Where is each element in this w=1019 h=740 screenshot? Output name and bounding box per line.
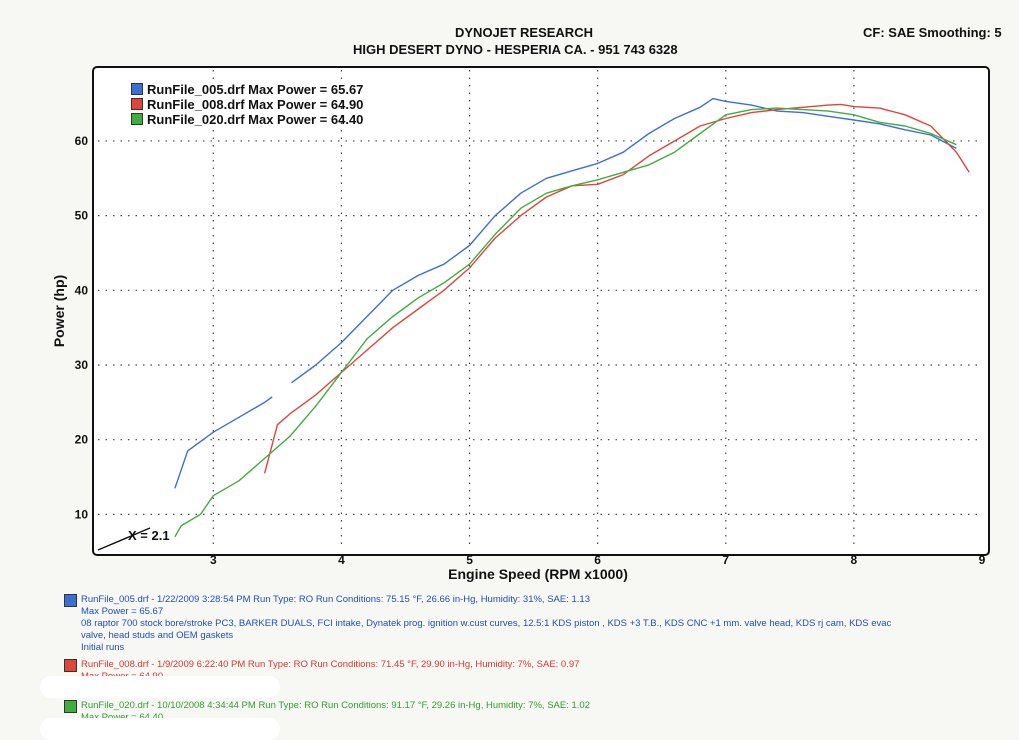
smudge-mark <box>270 378 294 402</box>
run-info-005-line1: RunFile_005.drf - 1/22/2009 3:28:54 PM R… <box>81 594 590 605</box>
x-tick-label: 8 <box>851 553 858 567</box>
series-lines <box>174 97 970 538</box>
x-tick-label: 6 <box>594 553 601 567</box>
x-tick-label: 5 <box>466 553 473 567</box>
chart-header-settings: CF: SAE Smoothing: 5 <box>863 25 1002 40</box>
legend-label-run-020: RunFile_020.drf Max Power = 64.40 <box>147 112 364 127</box>
x-marker-label: X = 2.1 <box>128 528 170 543</box>
series-line-1 <box>263 103 970 474</box>
y-axis-label: Power (hp) <box>51 275 67 347</box>
run-info-005-line4: valve, head studs and OEM gaskets <box>81 630 234 641</box>
legend-swatch-run-008 <box>131 98 143 110</box>
legend-swatch-run-020 <box>131 113 143 125</box>
y-tick-label: 30 <box>75 358 89 372</box>
x-axis-ticks: 3 4 5 6 7 8 9 <box>210 553 986 567</box>
chart-header-shop: HIGH DESERT DYNO - HESPERIA CA. - 951 74… <box>353 42 678 57</box>
run-info-swatch-005 <box>64 594 77 607</box>
run-info-008-line1: RunFile_008.drf - 1/9/2009 6:22:40 PM Ru… <box>81 659 580 670</box>
y-tick-label: 50 <box>75 209 89 223</box>
run-info-005-line5: Initial runs <box>81 642 125 653</box>
legend-label-run-008: RunFile_008.drf Max Power = 64.90 <box>147 97 364 112</box>
run-info-005-line3: 08 raptor 700 stock bore/stroke PC3, BAR… <box>81 618 892 629</box>
grid <box>98 70 982 548</box>
smudge-mark <box>394 374 407 387</box>
series-line-2 <box>174 107 957 538</box>
y-tick-label: 20 <box>75 433 89 447</box>
run-info-005-line2: Max Power = 65.67 <box>81 606 164 617</box>
x-axis-label: Engine Speed (RPM x1000) <box>448 566 628 582</box>
run-info-020-line1: RunFile_020.drf - 10/10/2008 4:34:44 PM … <box>81 700 590 711</box>
x-tick-label: 9 <box>979 553 986 567</box>
x-tick-label: 7 <box>722 553 729 567</box>
series-line-0 <box>174 97 957 489</box>
run-info-swatch-020 <box>64 700 77 713</box>
x-marker-line <box>97 527 151 551</box>
dyno-chart: 3 4 5 6 7 8 9 10 20 30 40 50 60 X = 2.1 Engine Spee… <box>51 66 990 582</box>
run-info-020-line2: Max Power = 64.40 <box>81 712 163 723</box>
y-axis-ticks: 10 20 30 40 50 60 <box>75 134 89 521</box>
y-tick-label: 10 <box>75 507 89 521</box>
y-tick-label: 40 <box>75 283 89 297</box>
redaction-mark <box>40 718 280 740</box>
redaction-mark <box>40 676 280 698</box>
plot-frame <box>92 66 990 556</box>
chart-header-company: DYNOJET RESEARCH <box>455 25 593 40</box>
run-info-swatch-008 <box>64 659 77 672</box>
legend-label-run-005: RunFile_005.drf Max Power = 65.67 <box>147 82 364 97</box>
legend-swatch-run-005 <box>131 83 143 95</box>
x-tick-label: 4 <box>338 553 345 567</box>
y-tick-label: 60 <box>75 134 89 148</box>
x-tick-label: 3 <box>210 553 217 567</box>
